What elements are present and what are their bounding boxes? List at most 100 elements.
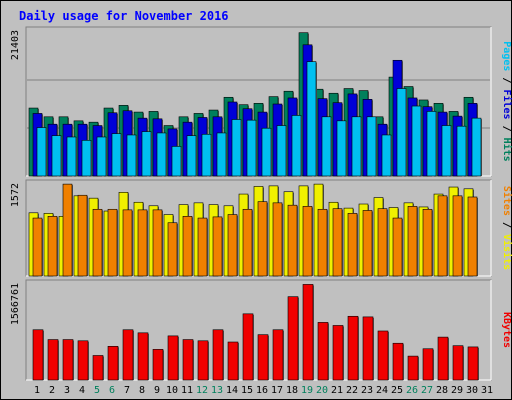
bar-kbytes-day-17: 17: 820000 [272,329,284,381]
bar-pages-day-2: 2: 6000 [51,135,62,177]
bar-pages-day-8: 8: 6600 [141,131,152,177]
bar-sites-day-25: 25: 990 [392,217,403,277]
bar-kbytes-day-29: 29: 560000 [452,345,464,381]
bar-kbytes-day-22: 22: 1040000 [347,315,359,381]
bar-sites-day-4: 4: 1380 [77,194,88,277]
bar-sites-day-9: 9: 1130 [152,209,163,277]
bar-sites-day-10: 10: 910 [167,222,178,277]
x-label-day-18: 18 [286,385,298,396]
x-label-day-24: 24 [376,385,388,396]
bar-pages-day-11: 11: 6000 [186,135,197,177]
x-label-day-4: 4 [79,385,85,396]
bar-kbytes-day-3: 3: 660000 [62,339,74,381]
x-label-day-20: 20 [316,385,328,396]
axis-label-visits: Visits [501,234,512,270]
bar-pages-day-22: 22: 8800 [351,116,362,177]
bar-kbytes-day-9: 9: 500000 [152,349,164,381]
bar-kbytes-day-11: 11: 660000 [182,339,194,381]
axis-label-hits: Hits [501,138,512,162]
bar-pages-day-29: 29: 7400 [456,125,467,177]
bar-pages-day-28: 28: 7500 [441,125,452,177]
bar-kbytes-day-28: 28: 700000 [437,336,449,381]
x-label-day-31: 31 [481,385,493,396]
bar-kbytes-day-1: 1: 820000 [32,329,44,381]
bar-sites-day-17: 17: 1250 [272,202,283,277]
bar-pages-day-4: 4: 5300 [81,140,92,177]
bar-kbytes-day-21: 21: 890000 [332,325,344,381]
axis-label-separator: / [501,216,512,234]
axis-label-pages: Pages [501,41,512,71]
bar-sites-day-7: 7: 1130 [122,209,133,277]
bar-sites-day-27: 27: 1140 [422,208,433,277]
x-label-day-10: 10 [166,385,178,396]
y-max-label: 1572 [10,183,21,207]
bar-kbytes-day-26: 26: 390000 [407,355,419,381]
axis-label-files: Files [501,89,512,119]
bar-sites-day-26: 26: 1190 [407,206,418,277]
bar-pages-day-26: 26: 10400 [411,105,422,177]
bar-kbytes-day-2: 2: 660000 [47,339,59,381]
series-axis-label: Sites / Visits [501,186,512,270]
axis-label-sites: Sites [501,186,512,216]
bar-kbytes-day-15: 15: 1080000 [242,313,254,381]
axis-label-kbytes: KBytes [501,312,512,348]
bar-kbytes-day-4: 4: 640000 [77,340,89,381]
bar-sites-day-3: 3: 1570 [62,183,73,277]
series-kbytes: 1: 8200002: 6600003: 6600004: 6400005: 4… [32,284,479,381]
bar-sites-day-22: 22: 1070 [347,213,358,277]
bar-kbytes-day-27: 27: 510000 [422,348,434,381]
bar-pages-day-3: 3: 5800 [66,136,77,177]
series-pages: 1: 7200 2: 6000 3: 5800 4: 5300 5: 5800 6: 63… [36,61,482,177]
y-max-label: 21403 [10,30,21,60]
bar-sites-day-14: 14: 1050 [227,214,238,277]
bar-pages-day-23: 23: 8800 [366,116,377,177]
bar-sites-day-16: 16: 1270 [257,201,268,277]
bar-kbytes-day-19: 19: 1560000 [302,284,314,381]
bar-pages-day-6: 6: 6300 [111,133,122,177]
bar-sites-day-13: 13: 1010 [212,216,223,277]
bar-pages-day-30: 30: 8600 [471,117,482,177]
bar-pages-day-18: 18: 9000 [291,115,302,177]
x-label-day-11: 11 [181,385,193,396]
x-label-day-28: 28 [436,385,448,396]
y-max-label: 1566761 [10,283,21,325]
bar-kbytes-day-5: 5: 400000 [92,355,104,381]
x-label-day-21: 21 [331,385,343,396]
bar-kbytes-day-6: 6: 550000 [107,345,119,381]
x-label-day-9: 9 [154,385,160,396]
x-label-day-27: 27 [421,385,433,396]
bar-kbytes-day-30: 30: 540000 [467,346,479,381]
bar-pages-day-13: 13: 6400 [216,132,227,177]
bar-pages-day-27: 27: 9600 [426,111,437,177]
bar-pages-day-9: 9: 6400 [156,132,167,177]
bar-sites-day-19: 19: 1190 [302,206,313,277]
bar-kbytes-day-10: 10: 720000 [167,335,179,381]
bar-sites-day-15: 15: 1140 [242,208,253,277]
x-label-day-29: 29 [451,385,463,396]
bar-pages-day-7: 7: 6100 [126,134,137,177]
bar-sites-day-30: 30: 1350 [467,196,478,277]
bar-sites-day-23: 23: 1120 [362,210,373,277]
axis-label-separator: / [501,120,512,138]
x-label-day-3: 3 [64,385,70,396]
bar-sites-day-12: 12: 990 [197,217,208,277]
x-label-day-30: 30 [466,385,478,396]
x-label-day-23: 23 [361,385,373,396]
bar-kbytes-day-20: 20: 940000 [317,322,329,381]
bar-kbytes-day-8: 8: 770000 [137,332,149,381]
x-label-day-15: 15 [241,385,253,396]
bar-pages-day-12: 12: 6200 [201,133,212,177]
series-sites: 1: 990 2: 1020 3: 1570 4: 1380 5: 1140 6: 114… [32,183,478,277]
series-axis-label: Pages / Files / Hits [501,41,512,161]
series-axis-label: KBytes [501,312,512,348]
bar-kbytes-day-13: 13: 820000 [212,329,224,381]
x-label-day-5: 5 [94,385,100,396]
x-label-day-1: 1 [34,385,40,396]
bar-pages-day-24: 24: 6100 [381,134,392,177]
x-label-day-12: 12 [196,385,208,396]
bar-sites-day-5: 5: 1140 [92,208,103,277]
